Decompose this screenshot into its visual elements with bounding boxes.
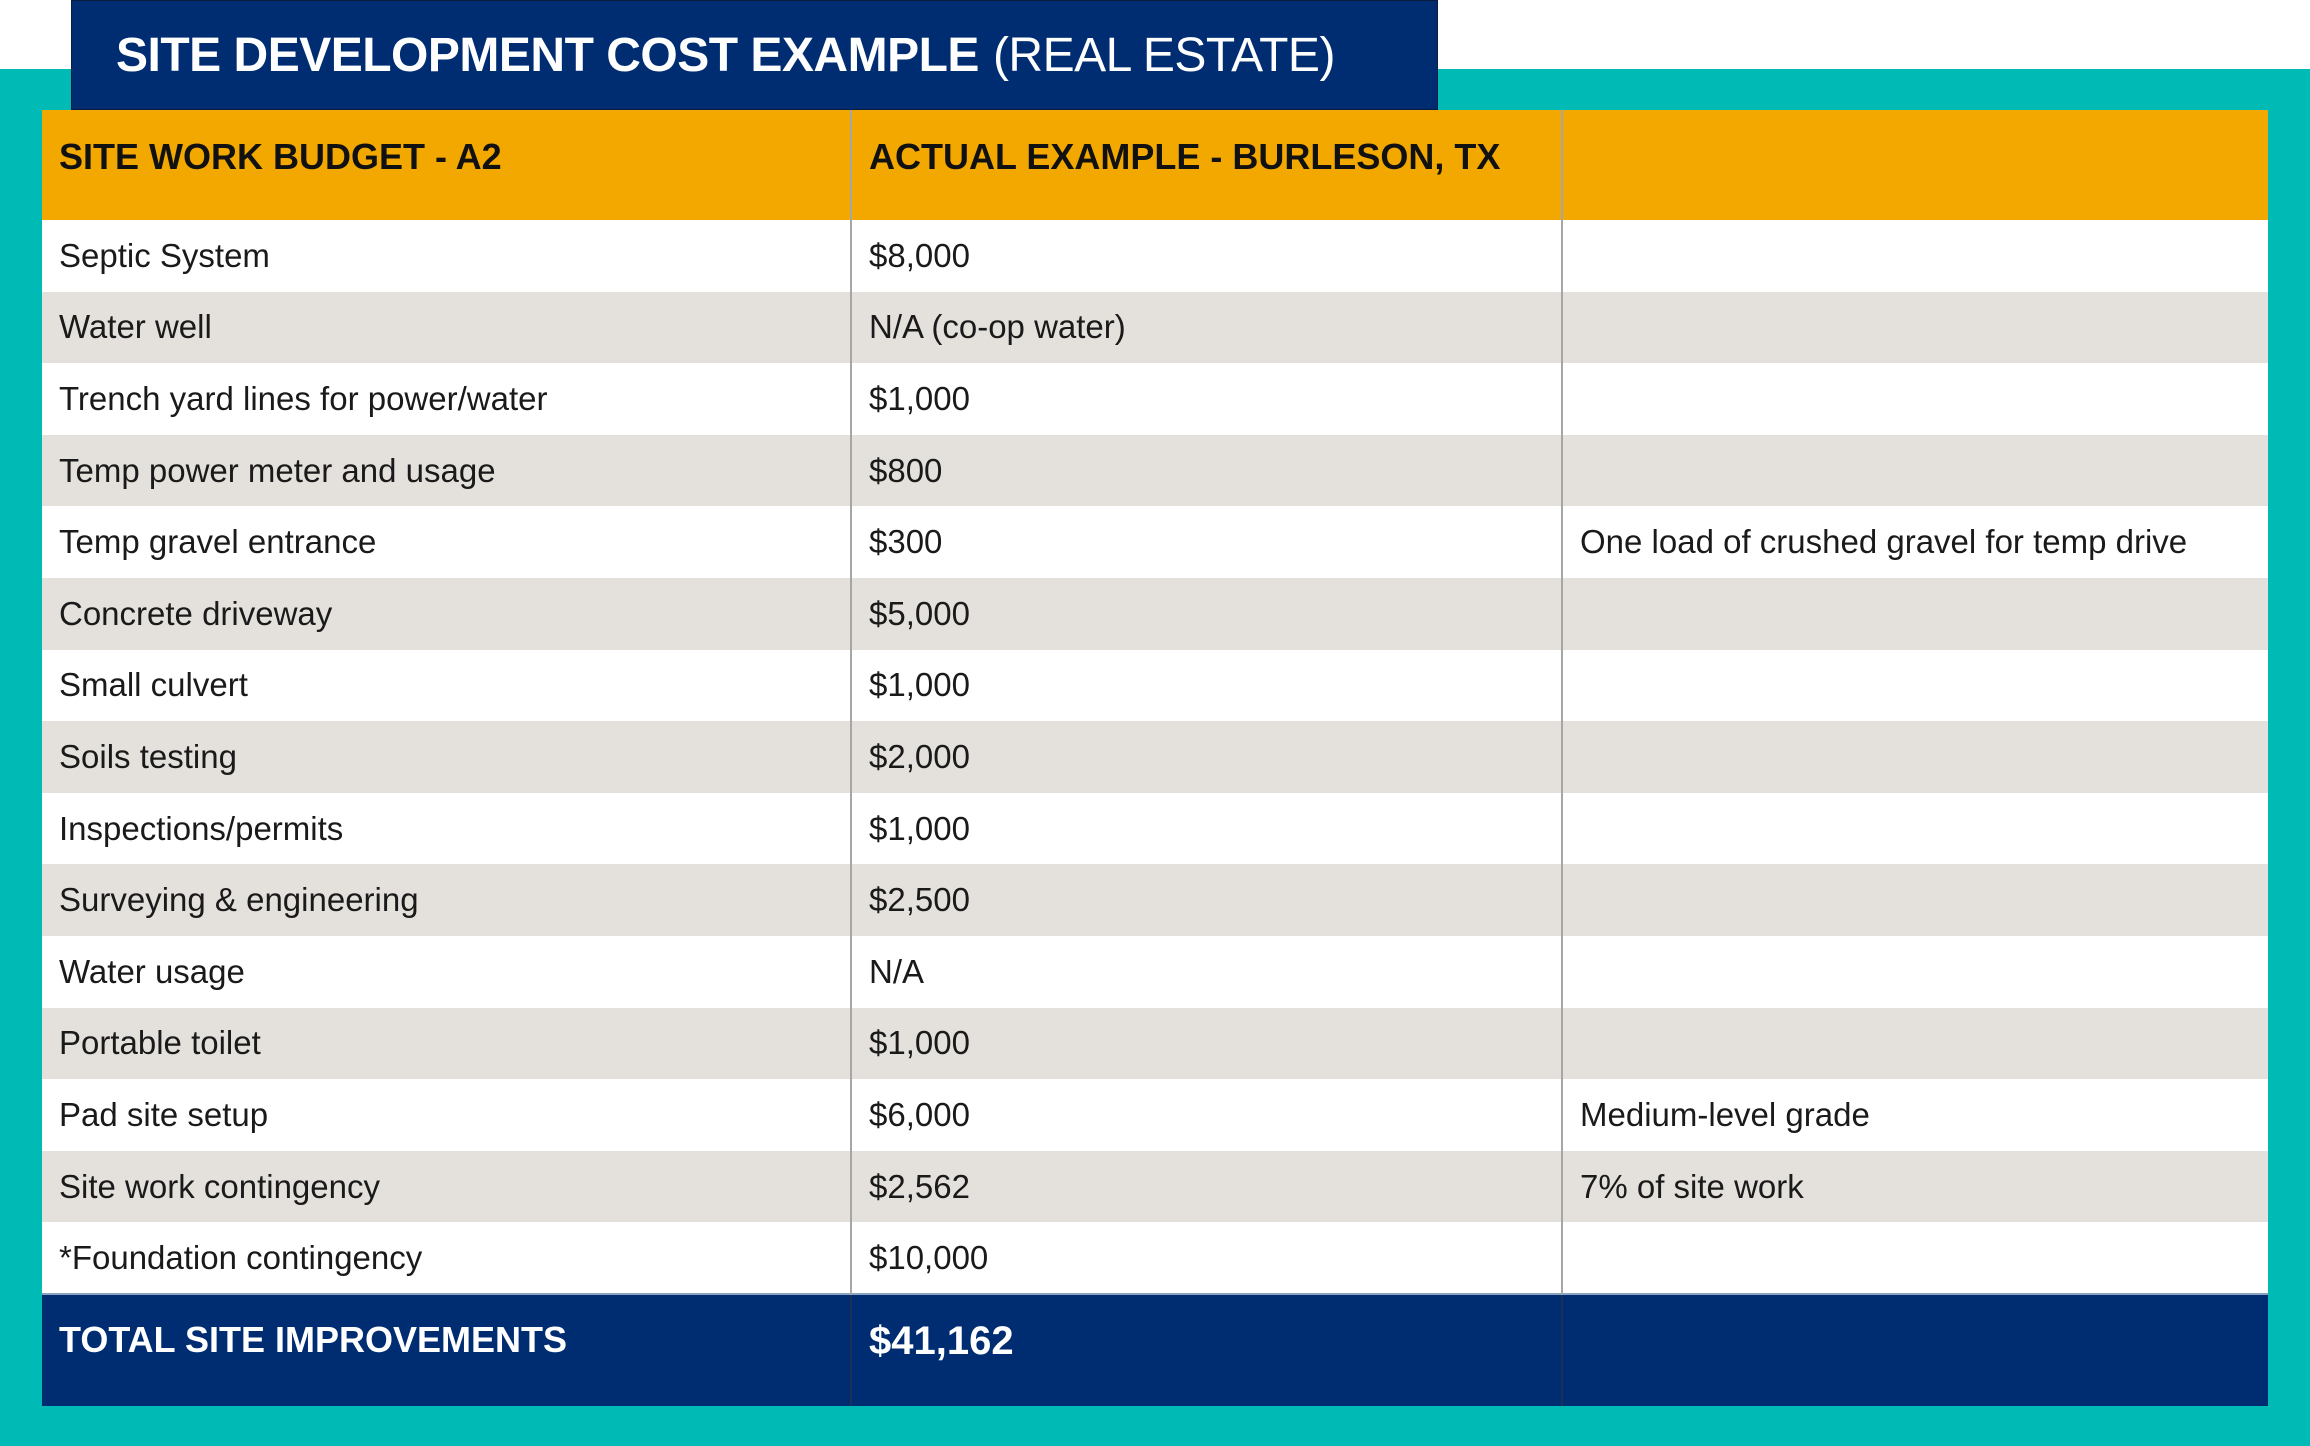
note-cell (1561, 649, 2268, 722)
item-cell: Site work contingency (42, 1150, 851, 1223)
item-cell: Small culvert (42, 649, 851, 722)
table-row: Soils testing $2,000 (42, 721, 2268, 793)
total-notes (1561, 1292, 2268, 1406)
item-cell: Trench yard lines for power/water (42, 363, 851, 435)
table-row: Water well N/A (co-op water) (42, 291, 2268, 364)
table-row: Inspections/permits $1,000 (42, 792, 2268, 865)
cost-cell: $1,000 (850, 792, 1562, 865)
title-bold: SITE DEVELOPMENT COST EXAMPLE (116, 28, 979, 82)
header-notes (1561, 110, 2268, 220)
cost-cell: N/A (850, 935, 1562, 1008)
site-cost-table: SITE WORK BUDGET - A2 ACTUAL EXAMPLE - B… (42, 110, 2268, 1406)
note-cell (1561, 577, 2268, 650)
cost-cell: $300 (850, 506, 1562, 578)
total-row: TOTAL SITE IMPROVEMENTS $41,162 (42, 1292, 2268, 1406)
note-cell: Medium-level grade (1561, 1079, 2268, 1151)
cost-cell: $1,000 (850, 363, 1562, 435)
cost-cell: $5,000 (850, 577, 1562, 650)
note-cell (1561, 363, 2268, 435)
item-cell: Septic System (42, 220, 851, 292)
table-row: Temp gravel entrance $300 One load of crus… (42, 506, 2268, 578)
note-cell (1561, 864, 2268, 936)
item-cell: Inspections/permits (42, 792, 851, 865)
page-title: SITE DEVELOPMENT COST EXAMPLE (REAL ESTA… (71, 0, 1438, 110)
cost-cell: $1,000 (850, 649, 1562, 722)
table-row: Water usage N/A (42, 935, 2268, 1008)
header-actual: ACTUAL EXAMPLE - BURLESON, TX (850, 110, 1562, 220)
cost-cell: $2,562 (850, 1150, 1562, 1223)
item-cell: Pad site setup (42, 1079, 851, 1151)
item-cell: Concrete driveway (42, 577, 851, 650)
item-cell: Water usage (42, 935, 851, 1008)
table-row: Site work contingency $2,562 7% of site wo… (42, 1150, 2268, 1223)
item-cell: Temp gravel entrance (42, 506, 851, 578)
item-cell: Portable toilet (42, 1007, 851, 1080)
table-row: Small culvert $1,000 (42, 649, 2268, 722)
total-label: TOTAL SITE IMPROVEMENTS (42, 1292, 851, 1406)
cost-cell: $10,000 (850, 1222, 1562, 1294)
note-cell: One load of crushed gravel for temp driv… (1561, 506, 2268, 578)
table-row: Trench yard lines for power/water $1,000 (42, 363, 2268, 435)
table-row: Septic System $8,000 (42, 220, 2268, 292)
cost-cell: $8,000 (850, 220, 1562, 292)
note-cell (1561, 792, 2268, 865)
title-subtitle: (REAL ESTATE) (992, 28, 1336, 82)
note-cell (1561, 434, 2268, 507)
table-row: Portable toilet $1,000 (42, 1007, 2268, 1080)
table-row: *Foundation contingency $10,000 (42, 1222, 2268, 1294)
table-row: Surveying & engineering $2,500 (42, 864, 2268, 936)
cost-cell: $1,000 (850, 1007, 1562, 1080)
note-cell (1561, 935, 2268, 1008)
note-cell (1561, 1222, 2268, 1294)
item-cell: Water well (42, 291, 851, 364)
note-cell (1561, 721, 2268, 793)
item-cell: Temp power meter and usage (42, 434, 851, 507)
cost-cell: $800 (850, 434, 1562, 507)
note-cell: 7% of site work (1561, 1150, 2268, 1223)
item-cell: Soils testing (42, 721, 851, 793)
table-row: Temp power meter and usage $800 (42, 434, 2268, 507)
header-row: SITE WORK BUDGET - A2 ACTUAL EXAMPLE - B… (42, 110, 2268, 220)
note-cell (1561, 220, 2268, 292)
cost-cell: $6,000 (850, 1079, 1562, 1151)
note-cell (1561, 291, 2268, 364)
table-row: Concrete driveway $5,000 (42, 577, 2268, 650)
total-value: $41,162 (850, 1292, 1562, 1406)
item-cell: Surveying & engineering (42, 864, 851, 936)
note-cell (1561, 1007, 2268, 1080)
header-budget: SITE WORK BUDGET - A2 (42, 110, 851, 220)
item-cell: *Foundation contingency (42, 1222, 851, 1294)
cost-cell: $2,500 (850, 864, 1562, 936)
cost-cell: N/A (co-op water) (850, 291, 1562, 364)
cost-cell: $2,000 (850, 721, 1562, 793)
table-row: Pad site setup $6,000 Medium-level grade (42, 1079, 2268, 1151)
